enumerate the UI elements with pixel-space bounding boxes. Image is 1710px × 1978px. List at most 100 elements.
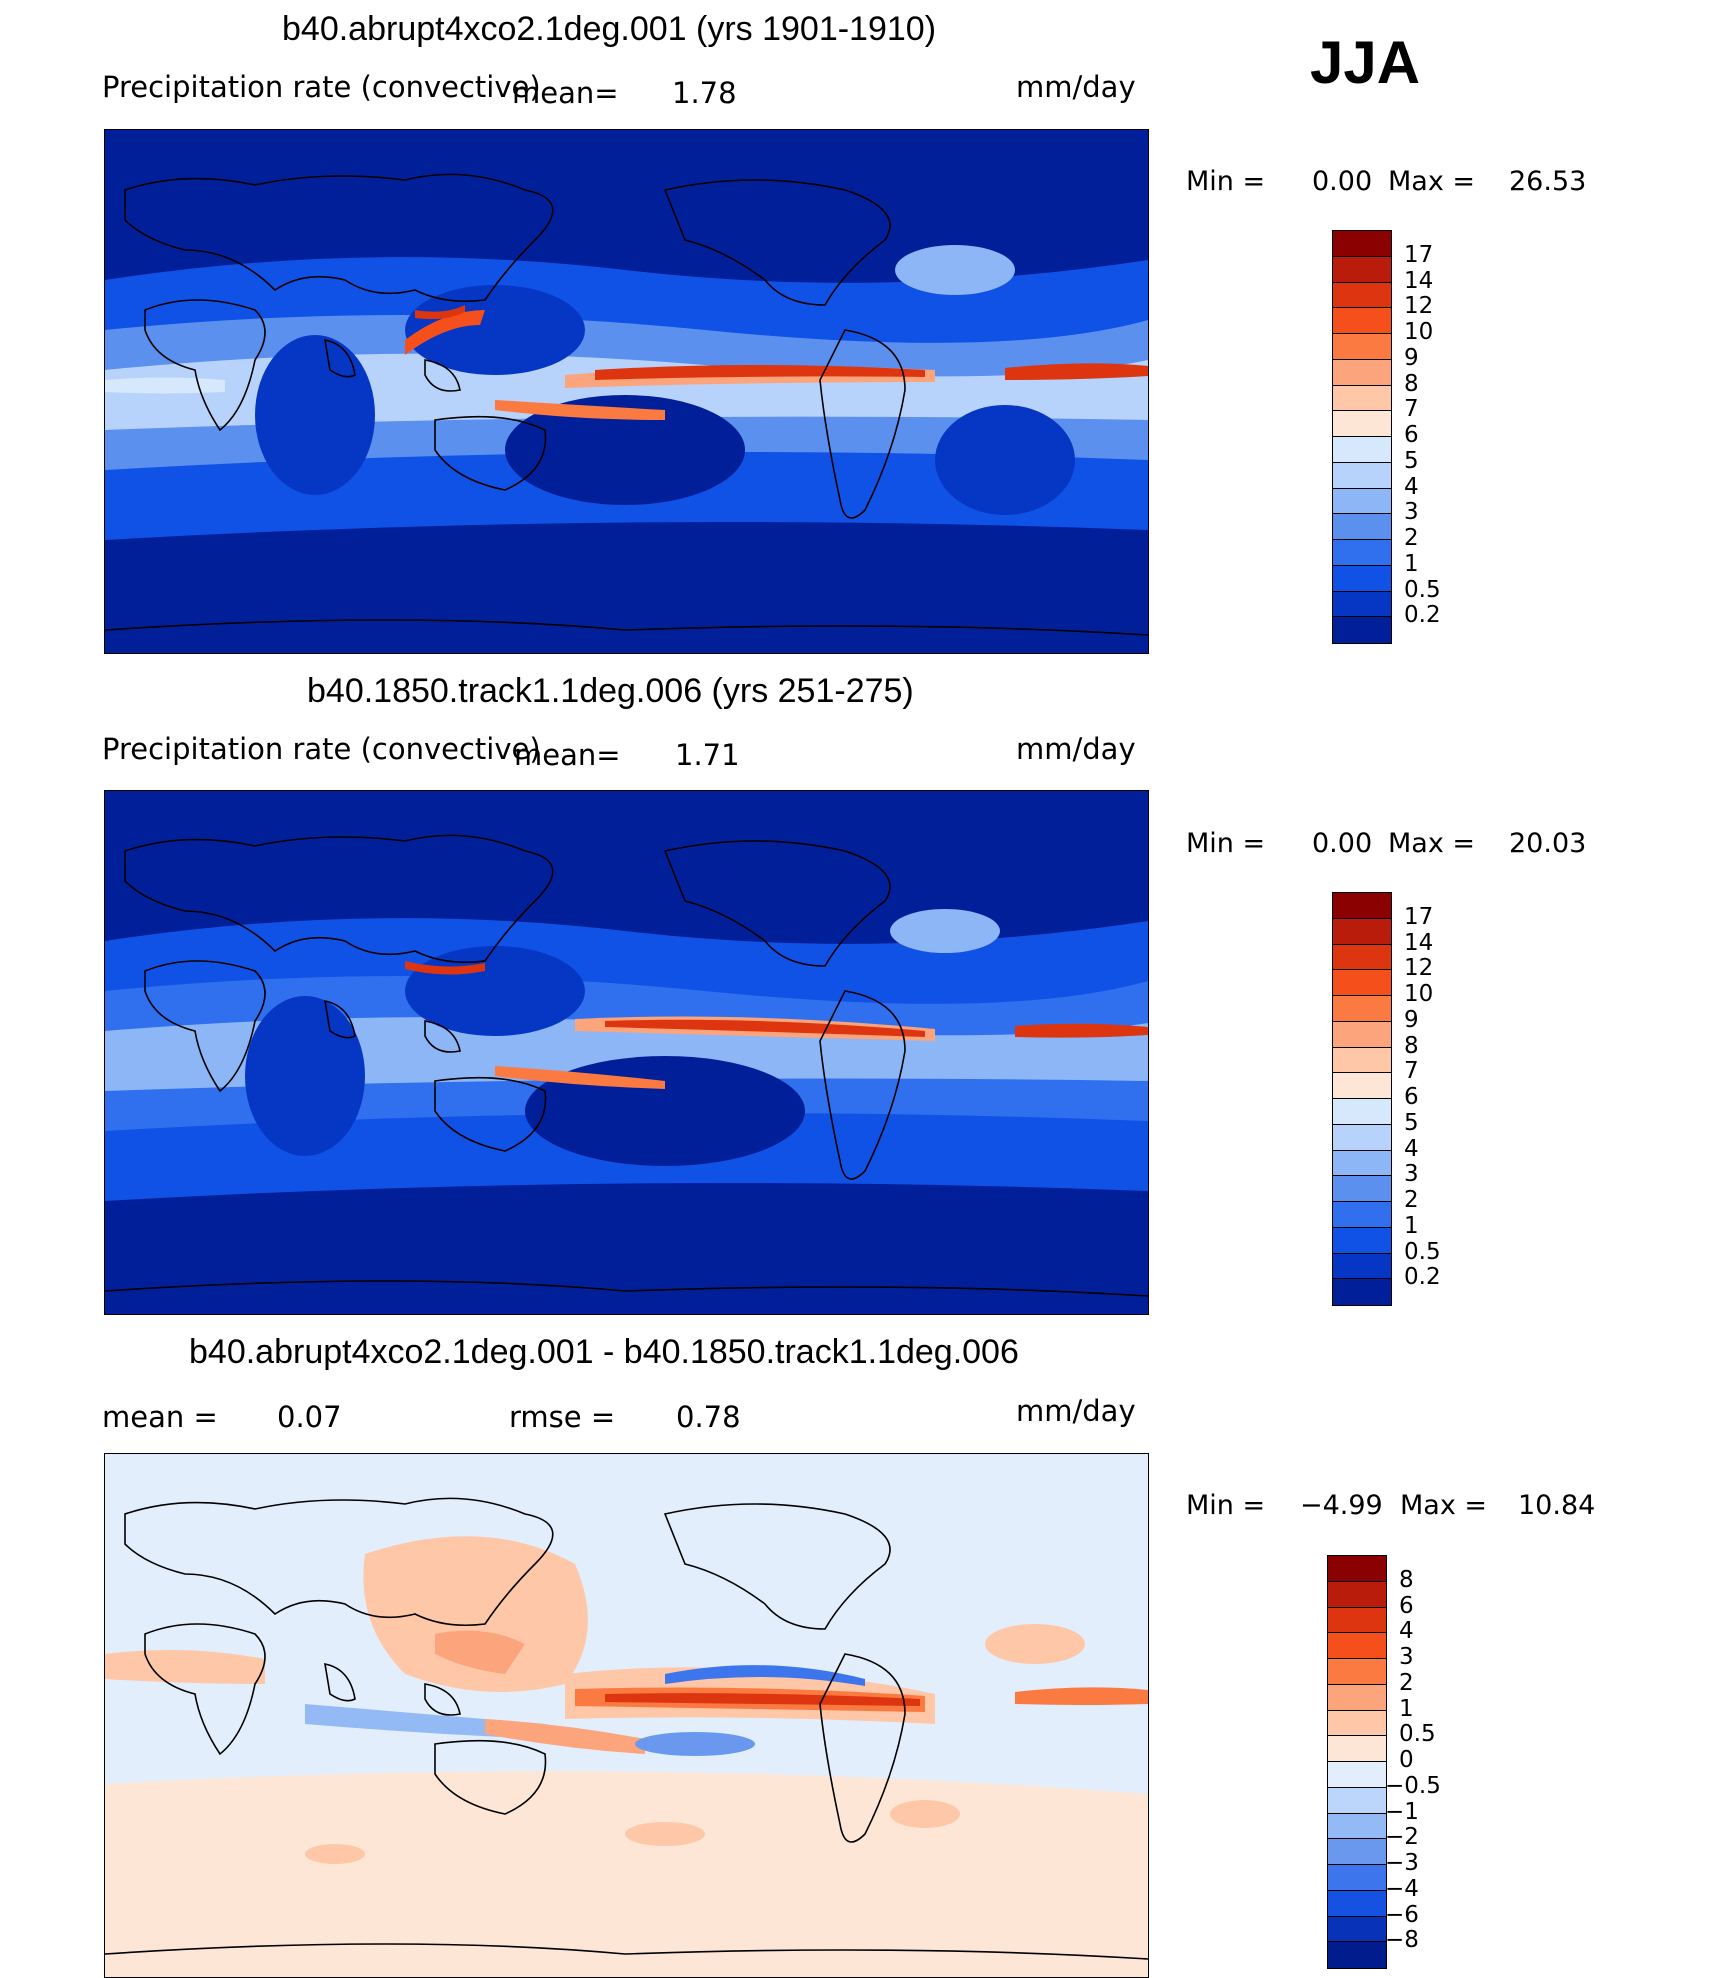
colorbar-swatch: [1328, 1710, 1386, 1737]
colorbar-level-label: 17: [1404, 241, 1434, 268]
colorbar-level-label: 4: [1404, 473, 1419, 500]
colorbar-level-label: 10: [1404, 981, 1434, 1007]
panel-3-units: mm/day: [1016, 1394, 1136, 1428]
panel-2-min-value: 0.00: [1312, 828, 1373, 859]
colorbar-level-label: 6: [1404, 1084, 1419, 1110]
colorbar-swatch: [1333, 1099, 1391, 1125]
colorbar-swatch: [1328, 1684, 1386, 1711]
colorbar-swatch: [1328, 1865, 1386, 1891]
panel-1-max-value: 26.53: [1509, 166, 1587, 197]
colorbar-swatch: [1333, 1047, 1391, 1074]
colorbar-level-label: 6: [1399, 1592, 1414, 1619]
colorbar-swatch: [1333, 411, 1391, 437]
colorbar-swatch: [1328, 1607, 1386, 1634]
colorbar-level-label: −3: [1385, 1850, 1419, 1876]
colorbar-swatch: [1333, 1202, 1391, 1228]
colorbar-level-label: −0.5: [1385, 1772, 1441, 1799]
panel-3-min-label: Min =: [1186, 1490, 1266, 1521]
colorbar-level-label: 1: [1404, 1212, 1419, 1239]
panel-3-colorbar: [1327, 1555, 1387, 1969]
colorbar-swatch: [1333, 359, 1391, 386]
colorbar-swatch: [1333, 256, 1391, 283]
season-label: JJA: [1310, 29, 1421, 96]
colorbar-level-label: 0.5: [1399, 1721, 1436, 1748]
colorbar-swatch: [1333, 996, 1391, 1022]
colorbar-level-label: 2: [1399, 1669, 1414, 1696]
colorbar-swatch: [1328, 1942, 1386, 1968]
colorbar-level-label: 17: [1404, 903, 1434, 930]
colorbar-swatch: [1328, 1839, 1386, 1865]
colorbar-swatch: [1328, 1762, 1386, 1788]
colorbar-swatch: [1333, 540, 1391, 566]
panel-2-max-value: 20.03: [1509, 828, 1587, 859]
panel-1-min-value: 0.00: [1312, 166, 1373, 197]
colorbar-swatch: [1333, 1279, 1391, 1305]
colorbar-swatch: [1333, 918, 1391, 945]
colorbar-level-label: 1: [1404, 550, 1419, 577]
colorbar-level-label: 9: [1404, 344, 1419, 371]
panel-3-map: [104, 1453, 1149, 1978]
colorbar-swatch: [1333, 1150, 1391, 1177]
colorbar-level-label: 2: [1404, 525, 1419, 551]
colorbar-swatch: [1328, 1787, 1386, 1814]
colorbar-swatch: [1333, 565, 1391, 592]
colorbar-level-label: 10: [1404, 319, 1434, 345]
colorbar-swatch: [1333, 1021, 1391, 1048]
colorbar-level-label: 4: [1399, 1618, 1414, 1645]
colorbar-swatch: [1333, 308, 1391, 334]
panel-2-variable: Precipitation rate (convective): [102, 732, 541, 766]
colorbar-level-label: 12: [1404, 955, 1434, 982]
colorbar-level-label: 14: [1404, 267, 1434, 294]
colorbar-level-label: 0.5: [1404, 576, 1441, 603]
panel-1-colorbar: [1332, 230, 1392, 644]
colorbar-swatch: [1333, 462, 1391, 489]
colorbar-level-label: 3: [1399, 1644, 1414, 1670]
colorbar-level-label: −6: [1385, 1901, 1419, 1928]
colorbar-swatch: [1333, 944, 1391, 971]
panel-2-max-label: Max =: [1388, 828, 1476, 859]
colorbar-level-label: 0.5: [1404, 1238, 1441, 1265]
colorbar-level-label: 5: [1404, 1109, 1419, 1136]
colorbar-level-label: 7: [1404, 1058, 1419, 1085]
panel-1-mean-label: mean=: [512, 76, 619, 110]
colorbar-level-label: 8: [1399, 1566, 1414, 1593]
colorbar-level-label: 0.2: [1404, 1264, 1441, 1291]
panel-1-mean-value: 1.78: [672, 76, 737, 110]
colorbar-swatch: [1333, 437, 1391, 463]
colorbar-level-label: 5: [1404, 447, 1419, 474]
panel-2-min-label: Min =: [1186, 828, 1266, 859]
colorbar-level-label: 2: [1404, 1187, 1419, 1213]
panel-3-mean-label: mean =: [102, 1400, 218, 1434]
colorbar-swatch: [1328, 1659, 1386, 1685]
colorbar-level-label: 9: [1404, 1006, 1419, 1033]
colorbar-swatch: [1328, 1736, 1386, 1762]
colorbar-level-label: 1: [1399, 1695, 1414, 1722]
colorbar-level-label: 3: [1404, 499, 1419, 526]
colorbar-level-label: −2: [1385, 1824, 1419, 1851]
colorbar-swatch: [1333, 1073, 1391, 1099]
panel-3-mean-value: 0.07: [277, 1400, 342, 1434]
panel-1-title: b40.abrupt4xco2.1deg.001 (yrs 1901-1910): [282, 10, 937, 48]
panel-2-units: mm/day: [1016, 732, 1136, 766]
colorbar-swatch: [1333, 1124, 1391, 1151]
colorbar-swatch: [1333, 514, 1391, 540]
colorbar-swatch: [1328, 1633, 1386, 1659]
colorbar-swatch: [1333, 617, 1391, 643]
panel-3-rmse-value: 0.78: [676, 1400, 741, 1434]
colorbar-swatch: [1333, 488, 1391, 515]
colorbar-swatch: [1333, 970, 1391, 996]
colorbar-swatch: [1333, 1227, 1391, 1254]
colorbar-swatch: [1328, 1556, 1386, 1582]
panel-1-units: mm/day: [1016, 70, 1136, 104]
colorbar-level-label: 7: [1404, 396, 1419, 423]
panel-1-variable: Precipitation rate (convective): [102, 70, 541, 104]
panel-2-mean-value: 1.71: [675, 738, 740, 772]
panel-1-max-label: Max =: [1388, 166, 1476, 197]
colorbar-level-label: 3: [1404, 1161, 1419, 1188]
colorbar-level-label: 4: [1404, 1135, 1419, 1162]
colorbar-level-label: −1: [1385, 1798, 1419, 1825]
colorbar-swatch: [1333, 1176, 1391, 1202]
colorbar-level-label: 12: [1404, 293, 1434, 320]
panel-1-map: [104, 129, 1149, 654]
panel-3-min-value: −4.99: [1300, 1490, 1383, 1521]
